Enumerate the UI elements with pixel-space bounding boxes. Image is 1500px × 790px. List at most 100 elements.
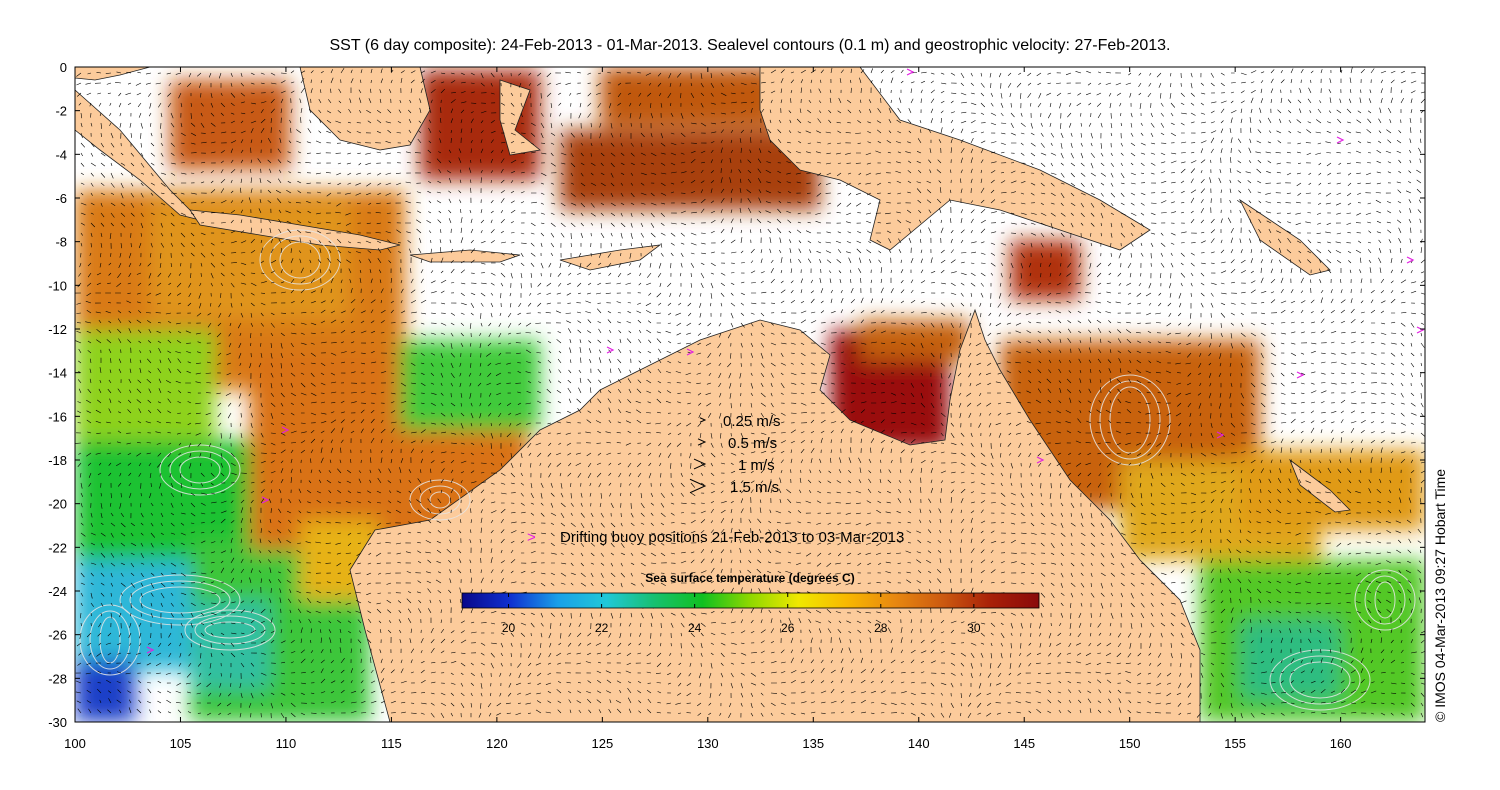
sealevel-contour bbox=[194, 615, 266, 645]
sealevel-contour bbox=[169, 450, 231, 490]
new-guinea-landmass bbox=[759, 67, 1151, 251]
map-title: SST (6 day composite): 24-Feb-2013 - 01-… bbox=[329, 37, 1171, 54]
velocity-legend-arrow bbox=[693, 458, 707, 470]
sealevel-contour bbox=[419, 485, 461, 515]
sealevel-contour bbox=[129, 580, 231, 620]
land-masses bbox=[75, 67, 1351, 722]
buoy-marker bbox=[1416, 326, 1425, 334]
xtick-label: 115 bbox=[381, 736, 402, 751]
buoy-legend-label: Drifting buoy positions 21-Feb-2013 to 0… bbox=[560, 529, 904, 546]
buoy-legend: > Drifting buoy positions 21-Feb-2013 to… bbox=[527, 529, 904, 546]
sealevel-contour bbox=[1364, 575, 1406, 625]
colorbar-tick-label: 28 bbox=[874, 621, 888, 635]
ytick-label: -10 bbox=[48, 278, 67, 293]
ytick-label: -18 bbox=[48, 453, 67, 468]
sealevel-contour bbox=[159, 444, 241, 496]
new-caledonia-landmass bbox=[1289, 458, 1351, 513]
sealevel-contour bbox=[1269, 649, 1371, 711]
ytick-label: -22 bbox=[48, 540, 67, 555]
sealevel-contour bbox=[1354, 569, 1416, 631]
sealevel-contour bbox=[139, 586, 221, 614]
map-area bbox=[75, 67, 1425, 722]
sealevel-contour bbox=[1109, 386, 1151, 454]
ytick-label: -28 bbox=[48, 671, 67, 686]
velocity-legend-label: 0.25 m/s bbox=[723, 413, 781, 430]
ytick-label: -26 bbox=[48, 628, 67, 643]
sealevel-contour bbox=[179, 456, 221, 484]
colorbar-tick-label: 26 bbox=[781, 621, 795, 635]
sealevel-contour bbox=[89, 610, 131, 670]
buoy-marker bbox=[1216, 431, 1225, 439]
buoy-marker bbox=[146, 646, 155, 654]
buoy-marker bbox=[1036, 456, 1045, 464]
xtick-label: 160 bbox=[1330, 736, 1352, 751]
buoy-legend-symbol: > bbox=[527, 529, 536, 546]
colorbar-tick-label: 24 bbox=[688, 621, 702, 635]
sealevel-contour bbox=[1374, 581, 1396, 619]
xtick-label: 105 bbox=[170, 736, 192, 751]
timor-landmass bbox=[559, 244, 662, 271]
buoy-marker bbox=[606, 346, 615, 354]
map-frame bbox=[74, 66, 1426, 723]
buoy-marker bbox=[281, 426, 290, 434]
velocity-legend-label: 1 m/s bbox=[738, 457, 775, 474]
velocity-legend-arrow bbox=[699, 417, 707, 423]
xtick-label: 135 bbox=[802, 736, 824, 751]
ytick-label: -14 bbox=[48, 366, 67, 381]
buoy-marker bbox=[1406, 256, 1415, 264]
latitude-axis: 0 -2 -4 -6 -8 -10 -12 -14 -16 -18 -20 -22 -24 -26 -28 -… bbox=[48, 60, 1425, 730]
asia-landmass bbox=[75, 67, 151, 81]
colorbar-tick-label: 22 bbox=[595, 621, 609, 635]
velocity-legend-label: 1.5 m/s bbox=[730, 479, 779, 496]
ytick-label: -12 bbox=[48, 322, 67, 337]
sst-colorbar: Sea surface temperature (degrees C) 20 22… bbox=[461, 571, 1040, 635]
velocity-arrows bbox=[75, 67, 1425, 719]
sulawesi-landmass bbox=[499, 79, 541, 156]
colorbar-scale bbox=[461, 592, 1040, 609]
velocity-legend-arrow bbox=[697, 438, 707, 446]
ytick-label: -16 bbox=[48, 409, 67, 424]
colorbar-title: Sea surface temperature (degrees C) bbox=[645, 571, 854, 585]
xtick-label: 155 bbox=[1224, 736, 1246, 751]
sealevel-contour bbox=[429, 491, 451, 509]
xtick-label: 150 bbox=[1119, 736, 1141, 751]
xtick-label: 110 bbox=[276, 736, 297, 751]
colorbar-tick-label: 20 bbox=[502, 621, 516, 635]
sealevel-contour bbox=[204, 621, 256, 639]
xtick-label: 145 bbox=[1013, 736, 1035, 751]
buoy-marker bbox=[261, 496, 270, 504]
ytick-label: -30 bbox=[48, 715, 67, 730]
sealevel-contour bbox=[184, 609, 276, 651]
ytick-label: -6 bbox=[55, 191, 67, 206]
buoy-marker bbox=[1336, 136, 1345, 144]
xtick-label: 125 bbox=[591, 736, 613, 751]
sealevel-contours bbox=[79, 229, 1416, 711]
ytick-label: -8 bbox=[55, 235, 67, 250]
borneo-landmass bbox=[299, 67, 431, 151]
geostrophic-velocity-field bbox=[75, 67, 1425, 719]
sealevel-contour bbox=[1089, 374, 1171, 466]
xtick-label: 120 bbox=[486, 736, 508, 751]
australia-landmass bbox=[349, 308, 1201, 722]
colorbar-ticks: 20 22 24 26 28 30 bbox=[502, 593, 981, 635]
ytick-label: -20 bbox=[48, 497, 67, 512]
sealevel-contour bbox=[269, 235, 331, 285]
velocity-legend: 0.25 m/s 0.5 m/s 1 m/s 1.5 m/s bbox=[689, 413, 781, 496]
credit-label: © IMOS 04-Mar-2013 09:27 Hobart Time bbox=[1432, 468, 1448, 722]
buoy-positions bbox=[146, 68, 1425, 654]
sealevel-contour bbox=[259, 229, 341, 291]
velocity-legend-label: 0.5 m/s bbox=[728, 435, 777, 452]
colorbar-tick-label: 30 bbox=[967, 621, 981, 635]
ytick-label: -2 bbox=[55, 104, 67, 119]
sealevel-contour bbox=[279, 241, 321, 279]
velocity-legend-arrow bbox=[689, 478, 707, 494]
ytick-label: 0 bbox=[60, 60, 67, 75]
xtick-label: 100 bbox=[64, 736, 86, 751]
ytick-label: -24 bbox=[48, 584, 67, 599]
xtick-label: 140 bbox=[908, 736, 930, 751]
buoy-marker bbox=[686, 348, 695, 356]
buoy-marker bbox=[1296, 371, 1305, 379]
sumatra-landmass bbox=[75, 89, 202, 221]
sealevel-contour bbox=[1279, 655, 1361, 705]
